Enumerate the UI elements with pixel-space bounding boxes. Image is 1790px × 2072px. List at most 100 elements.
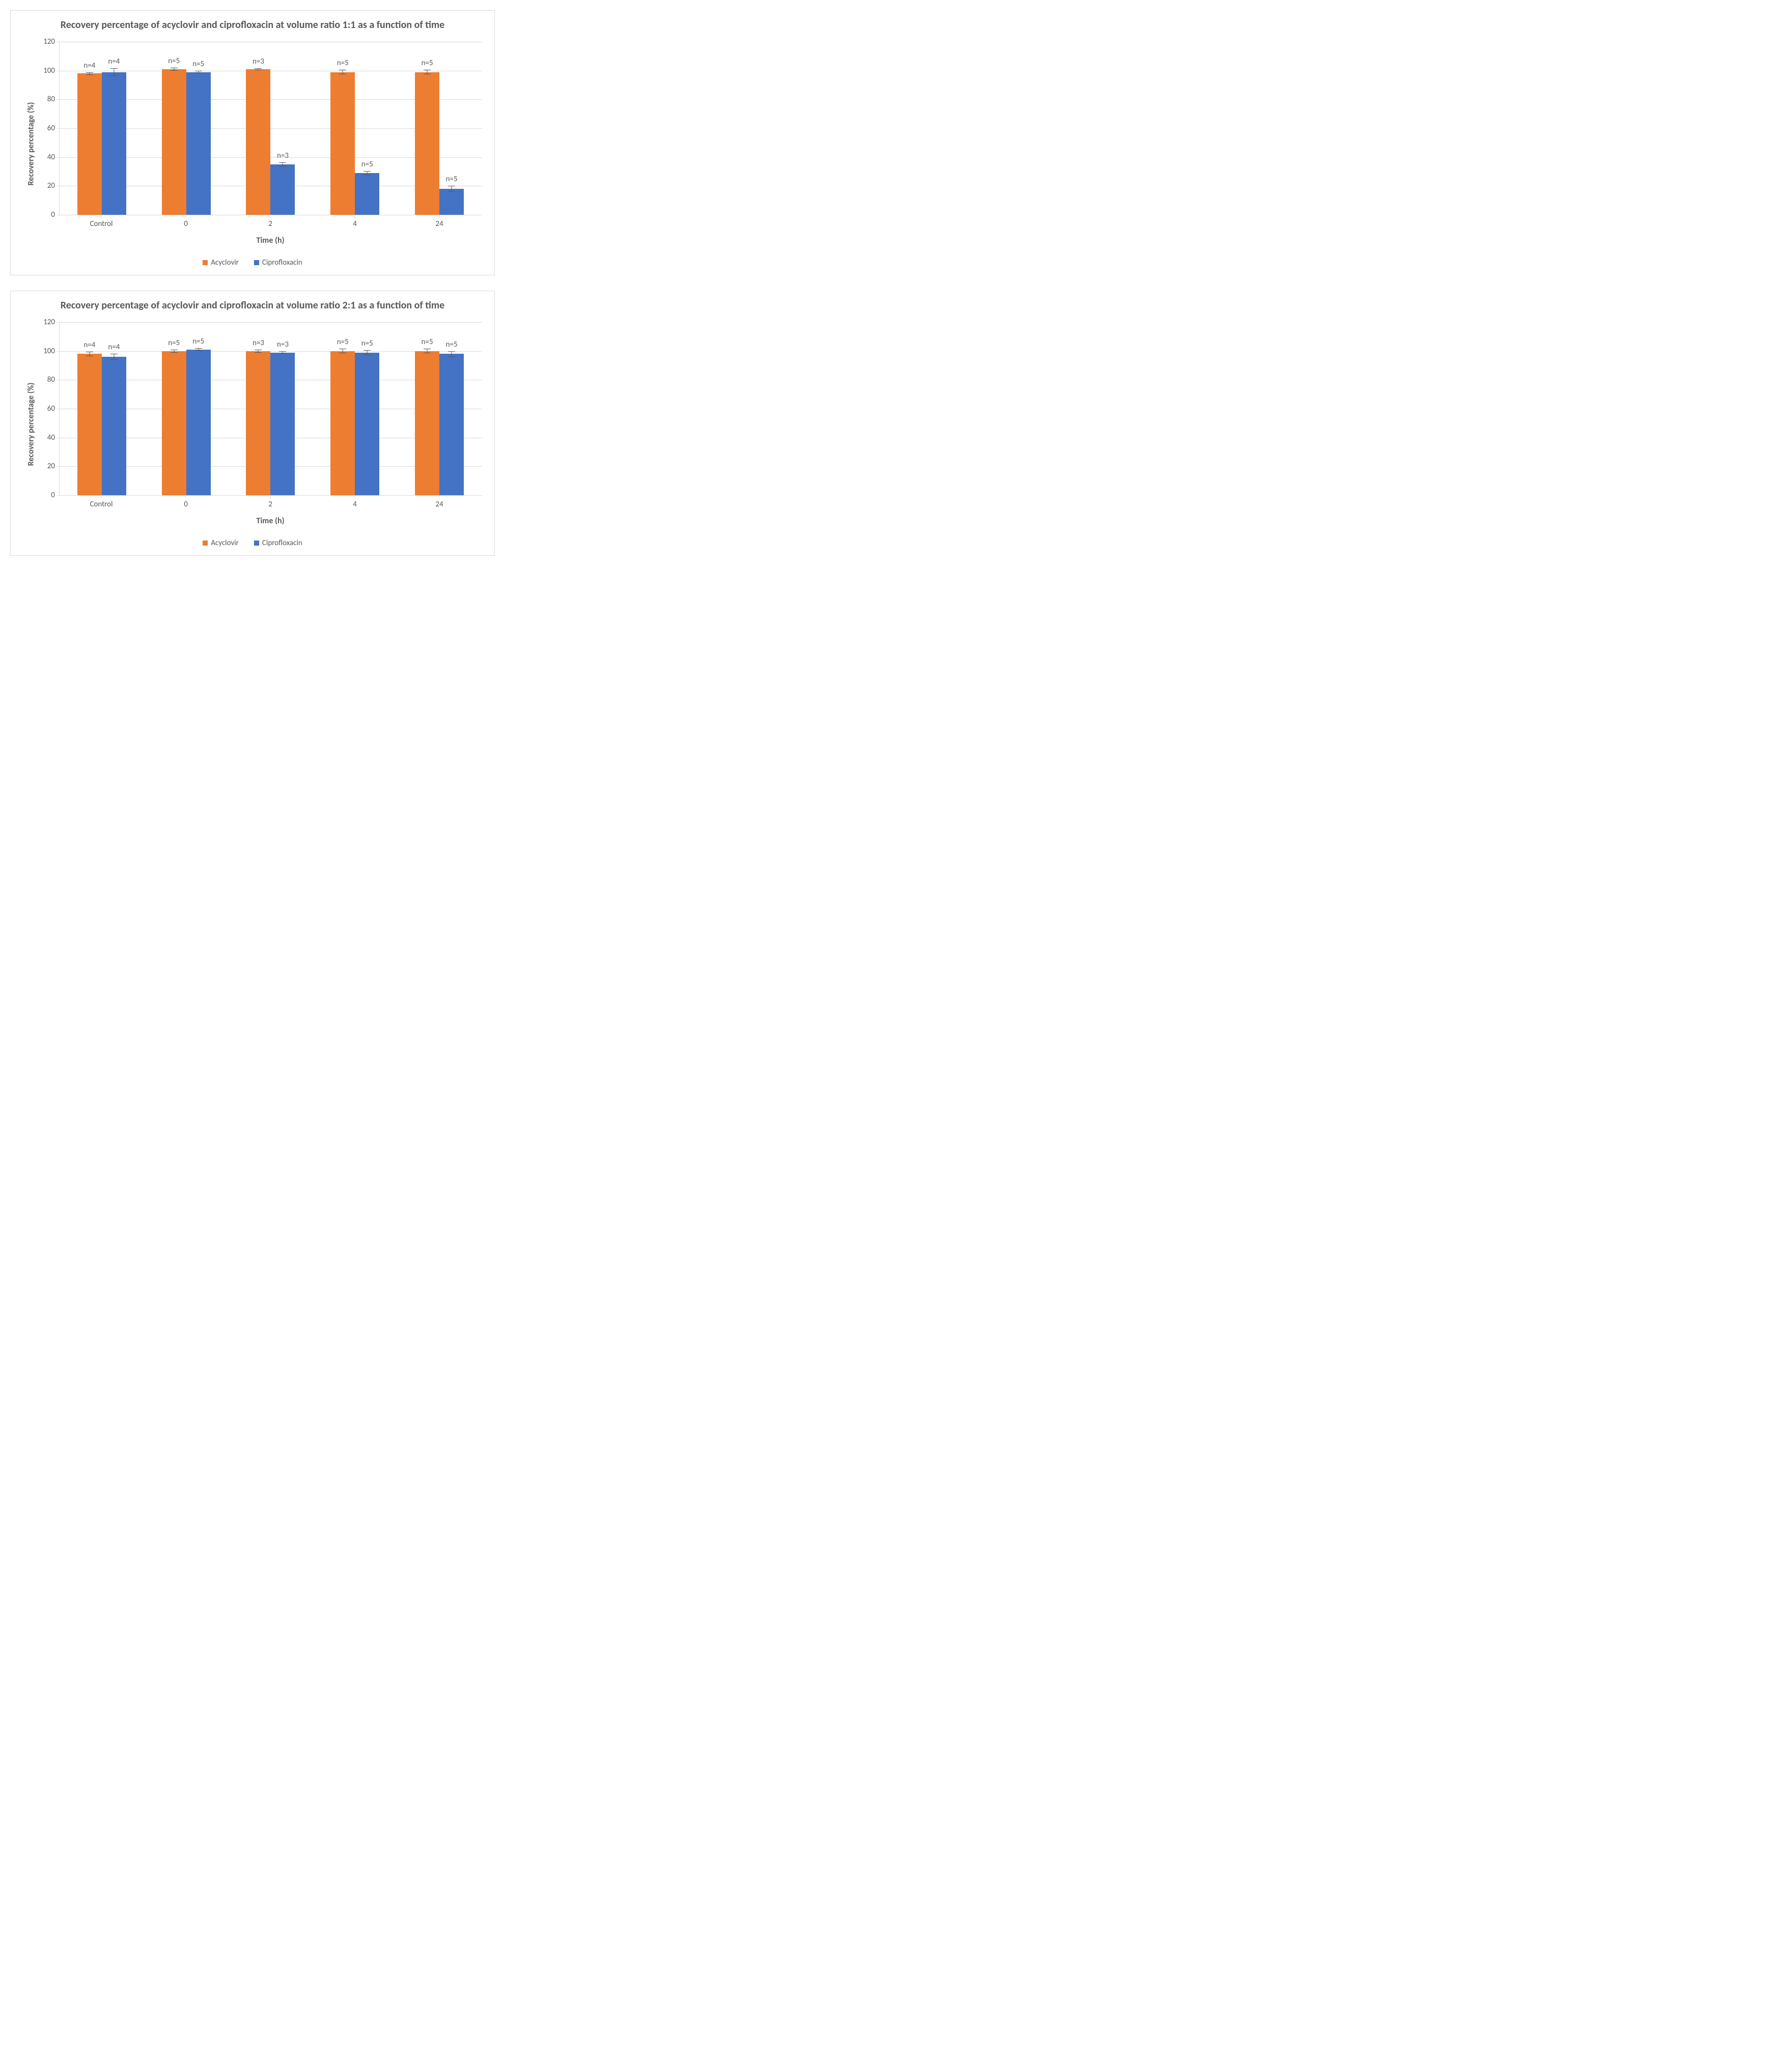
error-bar-cap [448, 356, 455, 357]
bar-group: n=5 n=5 [313, 42, 397, 215]
bar-groups: n=4n=4n=5n=5n=3n=3n=5n=5n=5n=5 [60, 322, 482, 495]
bar-pair: n=5 n=5 [330, 42, 379, 215]
y-axis-label: Recovery percentage (%) [26, 382, 36, 466]
error-bar-cap [110, 75, 118, 76]
bar-group: n=5n=5 [397, 322, 482, 495]
legend: Acyclovir Ciprofloxacin [23, 538, 482, 548]
error-bar [363, 171, 371, 176]
n-label: n=5 [330, 337, 355, 347]
bar-ciprofloxacin: n=5 [439, 42, 464, 215]
chart-title: Recovery percentage of acyclovir and cip… [23, 18, 482, 32]
bar-ciprofloxacin: n=5 [355, 42, 379, 215]
bar-fill [415, 351, 439, 495]
y-axis: 020406080100120 [39, 42, 59, 215]
y-tick-label: 0 [51, 491, 55, 500]
error-bar-cap [86, 74, 93, 75]
bar-fill [102, 357, 126, 495]
x-tick-cell: Control [59, 215, 144, 229]
error-bar-cap [448, 191, 455, 192]
x-tick-mark [270, 496, 271, 498]
bar-fill [415, 72, 439, 215]
bar-group: n=5n=5 [144, 322, 229, 495]
y-tick-label: 0 [51, 210, 55, 219]
bar-pair: n=4n=4 [77, 322, 126, 495]
y-tick-label: 100 [43, 66, 55, 75]
plot-wrap: Recovery percentage (%)020406080100120 n=… [23, 322, 482, 526]
y-tick-label: 60 [47, 124, 55, 133]
error-bar [110, 68, 118, 75]
legend-label: Ciprofloxacin [262, 538, 302, 548]
legend-swatch [254, 260, 259, 265]
bar-acyclovir: n=3 [246, 42, 270, 215]
ylabel-wrap: Recovery percentage (%) [23, 322, 39, 526]
legend-label: Acyclovir [211, 258, 239, 267]
error-bar-cap [171, 352, 178, 353]
n-label: n=5 [355, 160, 379, 169]
error-bar [424, 349, 431, 353]
bar-pair: n=4n=4 [77, 42, 126, 215]
bar-ciprofloxacin: n=4 [102, 322, 126, 495]
error-bar [363, 350, 371, 355]
legend-swatch [203, 541, 208, 546]
y-tick-label: 20 [47, 181, 55, 190]
bar-acyclovir: n=4 [77, 42, 102, 215]
x-tick-mark [101, 496, 102, 498]
ylabel-wrap: Recovery percentage (%) [23, 42, 39, 245]
error-bar [86, 72, 93, 75]
n-label: n=3 [246, 57, 270, 66]
bar-fill [439, 189, 464, 215]
bar-acyclovir: n=5 [162, 322, 186, 495]
error-bar-cap [279, 351, 286, 352]
chart-container-1: Recovery percentage of acyclovir and cip… [10, 291, 495, 556]
n-label: n=4 [77, 340, 102, 350]
bar-group: n=5n=5 [144, 42, 229, 215]
x-tick-cell: Control [59, 496, 144, 509]
n-label: n=5 [439, 340, 464, 349]
error-bar-cap [448, 351, 455, 352]
x-tick-mark [101, 215, 102, 218]
bar-ciprofloxacin: n=5 [439, 322, 464, 495]
x-axis: Control02424 [59, 496, 482, 509]
x-tick-cell: 0 [144, 496, 228, 509]
error-bar [424, 70, 431, 74]
y-axis: 020406080100120 [39, 322, 59, 495]
n-label: n=4 [102, 57, 126, 66]
legend-item: Ciprofloxacin [254, 538, 302, 548]
error-bar-cap [255, 352, 262, 353]
n-label: n=5 [330, 59, 355, 68]
x-tick-mark [270, 215, 271, 218]
bar-groups: n=4n=4n=5n=5n=3n=3n=5n=5n=5n=5 [60, 42, 482, 215]
error-bar-cap [171, 70, 178, 71]
y-tick-label: 60 [47, 404, 55, 413]
bar-pair: n=3n=3 [246, 322, 295, 495]
error-bar [195, 71, 202, 74]
error-bar-cap [110, 359, 118, 360]
x-tick-cell: 4 [313, 215, 397, 229]
legend-swatch [203, 260, 208, 265]
error-bar-cap [363, 354, 371, 355]
error-bar [279, 351, 286, 354]
chart-title: Recovery percentage of acyclovir and cip… [23, 299, 482, 312]
bar-ciprofloxacin: n=4 [102, 42, 126, 215]
bar-pair: n=5n=5 [415, 42, 464, 215]
bar-pair: n=5n=5 [162, 42, 211, 215]
legend-label: Acyclovir [211, 538, 239, 548]
y-tick-label: 120 [43, 318, 55, 327]
n-label: n=4 [77, 61, 102, 70]
chart-container-0: Recovery percentage of acyclovir and cip… [10, 10, 495, 275]
n-label: n=3 [270, 340, 295, 349]
bar-ciprofloxacin: n=5 [186, 322, 211, 495]
x-axis: Control02424 [59, 215, 482, 229]
n-label: n=5 [415, 59, 439, 68]
bar-fill [102, 72, 126, 215]
bar-fill [330, 351, 355, 495]
x-axis-label: Time (h) [59, 236, 482, 245]
n-label: n=5 [415, 337, 439, 347]
error-bar [110, 354, 118, 359]
error-bar [279, 162, 286, 167]
bar-fill [246, 69, 270, 215]
bar-pair: n=5n=5 [415, 322, 464, 495]
error-bar [448, 351, 455, 357]
plot: n=4n=4n=5n=5n=3n=3n=5n=5n=5n=5 [59, 322, 482, 496]
legend-item: Ciprofloxacin [254, 258, 302, 267]
